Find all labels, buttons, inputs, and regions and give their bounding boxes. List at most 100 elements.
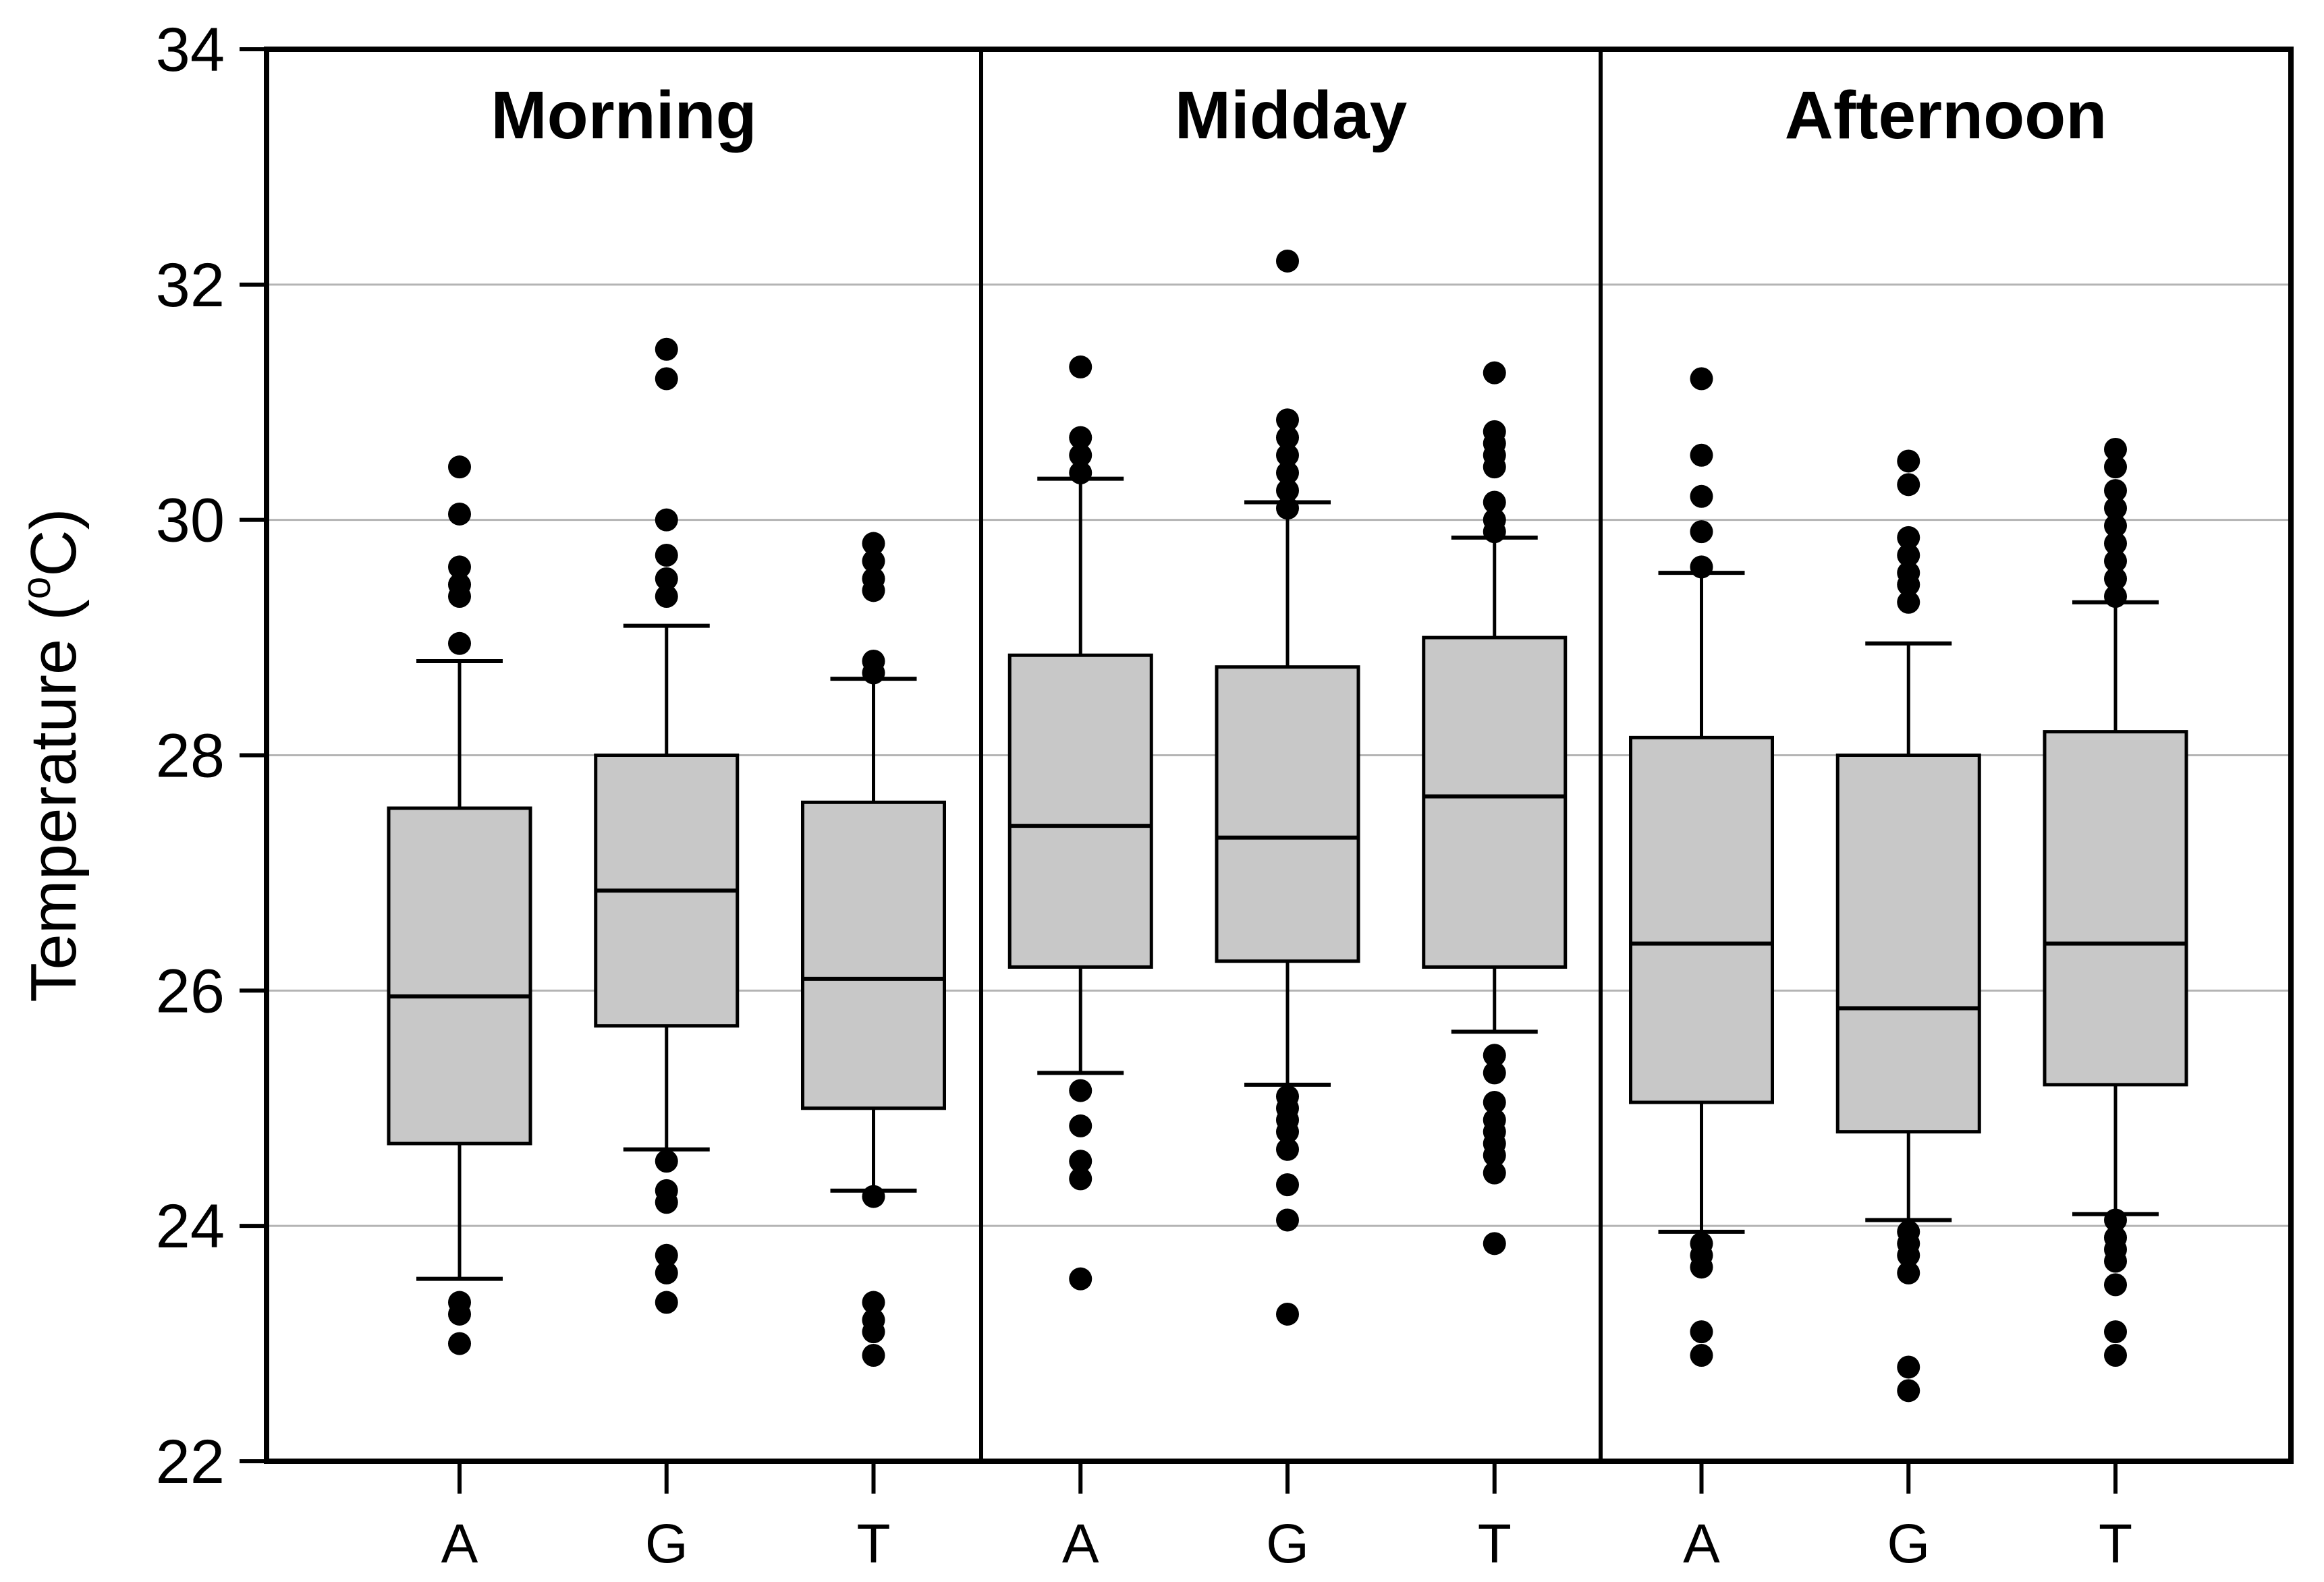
outlier-dot [1897,1261,1920,1284]
outlier-dot [862,649,885,673]
outlier-dot [655,337,678,361]
panel-title-morning: Morning [491,78,756,153]
boxplot-midday-T [1422,361,1568,1255]
y-axis-title: Temperature (oC) [13,508,90,1002]
outlier-dot [1069,355,1092,378]
outlier-dot [1276,426,1299,449]
x-category-label: G [1887,1513,1930,1575]
outlier-dot [1690,367,1713,391]
outlier-dot [862,1185,885,1208]
outlier-dot [2104,514,2127,538]
outlier-dot [1276,249,1299,273]
outlier-dot [2104,1226,2127,1249]
outlier-dot [1069,426,1092,449]
outlier-dot [2104,532,2127,555]
y-tick-label-26: 26 [156,957,225,1025]
outlier-dot [655,508,678,532]
outlier-dot [1897,526,1920,549]
y-tick-label-34: 34 [156,16,225,84]
outlier-dot [862,1308,885,1332]
outlier-dot [1069,1167,1092,1191]
outlier-dot [1483,420,1506,443]
x-category-label: T [2099,1513,2132,1575]
y-tick-label-32: 32 [156,251,225,320]
boxplot-afternoon-G [1835,449,1981,1403]
outlier-dot [862,1291,885,1314]
y-tick-label-24: 24 [156,1192,225,1261]
outlier-dot [655,367,678,391]
outlier-dot [448,455,471,479]
outlier-dot [1690,484,1713,508]
outlier-dot [655,543,678,567]
iqr-box [1835,754,1981,1134]
outlier-dot [2104,1208,2127,1232]
iqr-box [387,806,532,1146]
boxplot-morning-A [387,455,532,1355]
x-category-label: G [645,1513,688,1575]
x-category-label: A [441,1513,478,1575]
outlier-dot [1690,1232,1713,1255]
outlier-dot [448,502,471,526]
x-category-label: A [1683,1513,1720,1575]
x-category-label: T [1478,1513,1512,1575]
outlier-dot [1897,590,1920,614]
plot-frame [264,47,2294,1464]
outlier-dot [655,567,678,590]
panel-title-afternoon: Afternoon [1785,78,2107,153]
iqr-box [1422,635,1568,969]
outlier-dot [1069,461,1092,484]
outlier-dot [1690,520,1713,544]
outlier-dot [862,532,885,555]
iqr-box [2043,730,2188,1087]
outlier-dot [1897,1379,1920,1403]
outlier-dot [1276,461,1299,484]
outlier-dot [655,1243,678,1267]
outlier-dot [1276,1085,1299,1108]
outlier-dot [1483,1091,1506,1114]
panel-title-midday: Midday [1175,78,1408,153]
outlier-dot [2104,497,2127,520]
outlier-dot [2104,1320,2127,1344]
x-category-label: A [1062,1513,1099,1575]
outlier-dot [2104,1273,2127,1297]
outlier-dot [862,1344,885,1367]
outlier-dot [2104,438,2127,461]
outlier-dot [1276,479,1299,503]
outlier-dot [2104,455,2127,479]
outlier-dot [1483,1044,1506,1067]
outlier-dot [1897,449,1920,473]
outlier-dot [1690,1344,1713,1367]
outlier-dot [448,1332,471,1355]
outlier-dot [1276,408,1299,432]
outlier-dot [1483,361,1506,385]
y-tick-label-30: 30 [156,486,225,555]
outlier-dot [1690,443,1713,467]
boxplot-morning-G [594,337,740,1314]
y-tick-label-28: 28 [156,722,225,791]
outlier-dot [1897,561,1920,585]
boxplot-midday-A [1007,355,1153,1291]
outlier-dot [2104,585,2127,609]
x-category-label: G [1266,1513,1309,1575]
outlier-dot [1483,1232,1506,1255]
outlier-dot [862,549,885,573]
outlier-dot [1483,1161,1506,1185]
outlier-dot [448,555,471,579]
outlier-dot [1069,1114,1092,1137]
outlier-dot [2104,567,2127,590]
outlier-dot [655,1291,678,1314]
outlier-dot [2104,1344,2127,1367]
boxplot-afternoon-T [2043,438,2188,1367]
outlier-dot [448,573,471,596]
outlier-dot [1276,1137,1299,1161]
outlier-dot [1690,1320,1713,1344]
outlier-dot [655,1179,678,1202]
outlier-dot [2104,549,2127,573]
outlier-dot [1483,1108,1506,1132]
outlier-dot [448,1291,471,1314]
outlier-dot [1897,543,1920,567]
boxplot-morning-T [801,532,946,1367]
x-category-label: T [856,1513,890,1575]
